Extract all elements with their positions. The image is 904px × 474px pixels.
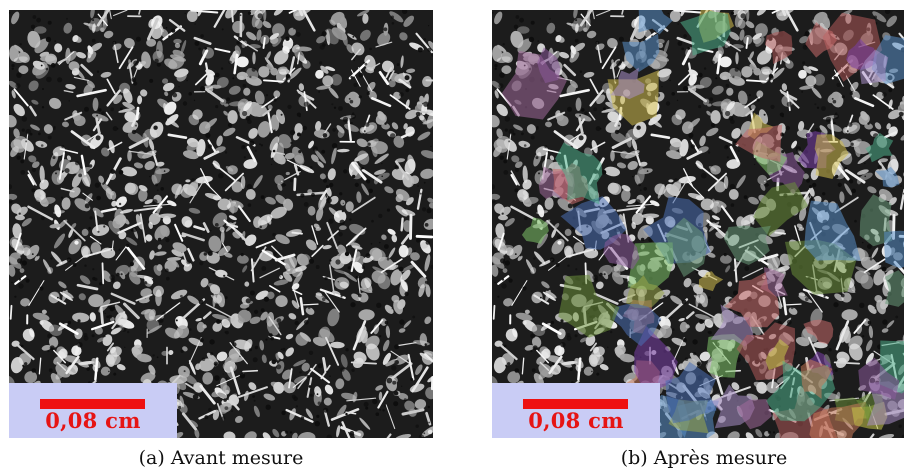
grain-region	[724, 272, 780, 328]
scale-label: 0,08 cm	[528, 408, 624, 433]
grain-region	[501, 50, 567, 120]
grain-region	[885, 270, 904, 307]
grain-region	[698, 271, 724, 292]
scale-box: 0,08 cm	[9, 383, 177, 438]
grain-region	[622, 33, 660, 72]
micrograph-before-measure: 0,08 cm	[9, 10, 433, 438]
grain-region	[627, 242, 674, 291]
micrograph-image	[9, 10, 433, 438]
grain-region	[626, 275, 665, 308]
grain-region	[735, 124, 783, 162]
grain-region	[805, 22, 837, 58]
grain-region	[723, 225, 771, 265]
grain-region	[555, 142, 603, 205]
grain-region	[884, 230, 904, 269]
grain-region	[638, 10, 673, 35]
grain-region	[804, 200, 861, 261]
caption-b: (b) Après mesure	[620, 447, 788, 469]
grain-region	[710, 304, 755, 347]
grain-region	[875, 166, 900, 188]
grain-region	[560, 196, 627, 250]
grain-region	[665, 361, 717, 424]
grain-region	[558, 274, 620, 338]
grain-region	[859, 194, 893, 247]
grain-region	[800, 359, 833, 399]
grain-region	[612, 303, 662, 347]
grain-region	[537, 47, 561, 84]
scale-bar-icon	[523, 399, 628, 409]
scale-label: 0,08 cm	[45, 408, 141, 433]
grain-region	[634, 325, 678, 395]
grain-region	[706, 334, 745, 378]
micrograph-after-measure: 0,08 cm	[492, 10, 904, 438]
grain-region	[809, 401, 867, 438]
grain-region	[736, 322, 796, 381]
grain-region	[859, 49, 889, 85]
grain-region	[603, 233, 640, 270]
scale-box: 0,08 cm	[492, 383, 660, 438]
grain-region	[865, 132, 894, 163]
caption-a: (a) Avant mesure	[138, 447, 304, 469]
grain-region	[610, 67, 645, 100]
grain-region	[814, 134, 849, 179]
grain-region	[665, 217, 707, 278]
grain-region	[803, 319, 834, 345]
grain-region	[521, 217, 549, 244]
grain-region	[765, 30, 793, 65]
grain-region	[822, 12, 883, 82]
grain-region	[736, 399, 772, 430]
grain-region	[753, 182, 809, 237]
micrograph-image-segmented	[492, 10, 904, 438]
scale-bar-icon	[40, 399, 145, 409]
grain-region	[858, 357, 900, 400]
grain-region	[680, 11, 731, 56]
